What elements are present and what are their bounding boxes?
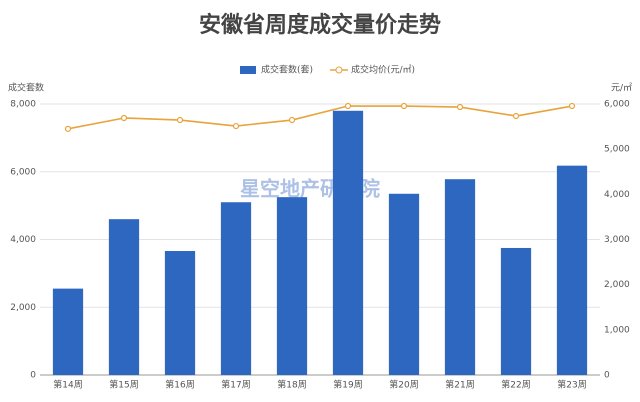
bar bbox=[556, 165, 588, 375]
x-tick-label: 第20周 bbox=[389, 379, 418, 391]
tick-label: 5,000 bbox=[604, 145, 630, 155]
line-point bbox=[344, 102, 352, 110]
tick-label: 6,000 bbox=[604, 100, 630, 110]
x-tick-label: 第16周 bbox=[165, 379, 194, 391]
legend-swatch bbox=[335, 66, 343, 74]
line-point bbox=[512, 112, 520, 120]
y-axis-label: 成交套数 bbox=[8, 82, 44, 94]
bar bbox=[220, 202, 252, 375]
y2-axis-label: 元/㎡ bbox=[611, 83, 632, 94]
legend-swatch bbox=[240, 66, 256, 74]
bar bbox=[332, 110, 364, 376]
line-point bbox=[568, 102, 576, 110]
tick-label: 3,000 bbox=[604, 235, 630, 245]
legend-label: 成交均价(元/㎡) bbox=[351, 64, 415, 76]
bar bbox=[164, 251, 196, 375]
line-point bbox=[400, 102, 408, 110]
x-tick-label: 第15周 bbox=[109, 379, 138, 391]
line-point bbox=[176, 116, 184, 124]
tick-label: 0 bbox=[604, 371, 610, 381]
tick-label: 4,000 bbox=[604, 190, 630, 200]
tick-label: 8,000 bbox=[10, 100, 36, 110]
tick-label: 2,000 bbox=[604, 280, 630, 290]
x-tick-label: 第21周 bbox=[445, 379, 474, 391]
bar bbox=[52, 288, 84, 375]
tick-label: 2,000 bbox=[10, 303, 36, 313]
x-tick-label: 第14周 bbox=[53, 379, 82, 391]
bar bbox=[500, 247, 532, 375]
line bbox=[67, 105, 573, 130]
line-point bbox=[456, 103, 464, 111]
tick-label: 1,000 bbox=[604, 325, 630, 335]
line-point bbox=[120, 114, 128, 122]
bar bbox=[388, 193, 420, 375]
line-point bbox=[288, 116, 296, 124]
tick-label: 4,000 bbox=[10, 235, 36, 245]
tick-label: 6,000 bbox=[10, 167, 36, 177]
x-tick-label: 第18周 bbox=[277, 379, 306, 391]
bar bbox=[276, 197, 308, 375]
line-point bbox=[64, 125, 72, 132]
tick-label: 0 bbox=[30, 371, 36, 381]
x-tick-label: 第19周 bbox=[333, 379, 362, 391]
line-point bbox=[232, 122, 240, 130]
legend-label: 成交套数(套) bbox=[261, 64, 313, 76]
bar bbox=[108, 219, 140, 375]
bar bbox=[444, 179, 476, 375]
chart-title: 安徽省周度成交量价走势 bbox=[199, 12, 441, 38]
x-tick-label: 第17周 bbox=[221, 379, 250, 391]
x-tick-label: 第22周 bbox=[501, 379, 530, 391]
x-tick-label: 第23周 bbox=[557, 379, 586, 391]
